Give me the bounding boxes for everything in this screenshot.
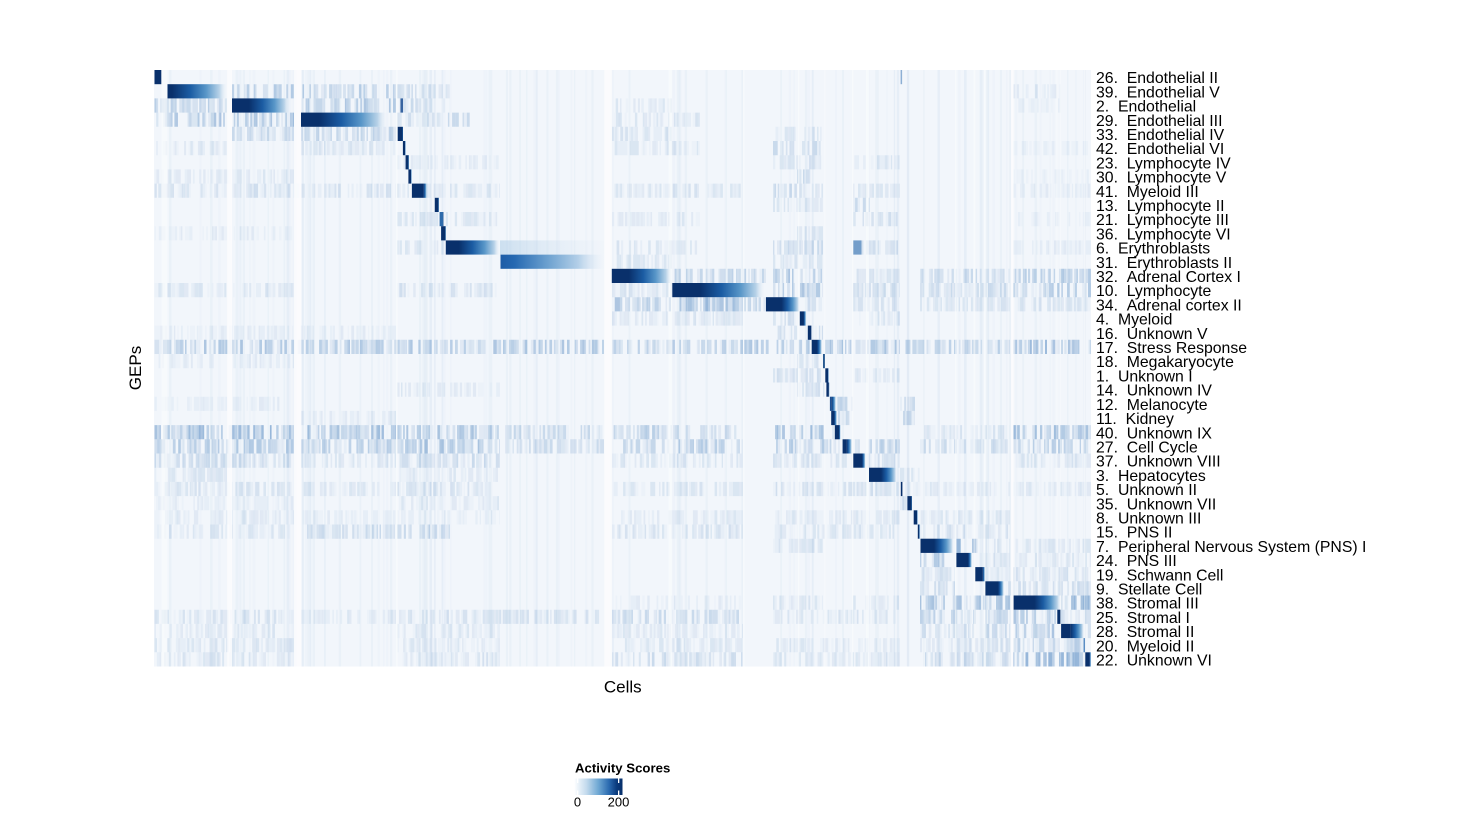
- svg-text:8. Unknown III: 8. Unknown III: [1096, 511, 1201, 528]
- svg-text:6. Erythroblasts: 6. Erythroblasts: [1096, 241, 1210, 258]
- svg-text:0: 0: [574, 795, 581, 810]
- svg-text:12. Melanocyte: 12. Melanocyte: [1096, 397, 1208, 414]
- svg-text:Cells: Cells: [604, 678, 642, 697]
- svg-text:4. Myeloid: 4. Myeloid: [1096, 312, 1172, 329]
- svg-text:30. Lymphocyte V: 30. Lymphocyte V: [1096, 170, 1227, 187]
- svg-text:24. PNS III: 24. PNS III: [1096, 553, 1177, 570]
- svg-text:1. Unknown I: 1. Unknown I: [1096, 369, 1193, 386]
- svg-text:39. Endothelial V: 39. Endothelial V: [1096, 84, 1220, 101]
- svg-text:200: 200: [608, 795, 630, 810]
- svg-text:29. Endothelial III: 29. Endothelial III: [1096, 113, 1222, 130]
- svg-text:9. Stellate Cell: 9. Stellate Cell: [1096, 582, 1202, 599]
- svg-text:35. Unknown VII: 35. Unknown VII: [1096, 496, 1216, 513]
- svg-text:38. Stromal III: 38. Stromal III: [1096, 596, 1199, 613]
- svg-text:25. Stromal I: 25. Stromal I: [1096, 610, 1190, 627]
- svg-text:13. Lymphocyte II: 13. Lymphocyte II: [1096, 198, 1225, 215]
- svg-text:33. Endothelial IV: 33. Endothelial IV: [1096, 127, 1225, 144]
- svg-text:15. PNS II: 15. PNS II: [1096, 525, 1172, 542]
- svg-text:36. Lymphocyte VI: 36. Lymphocyte VI: [1096, 226, 1231, 243]
- svg-text:26. Endothelial II: 26. Endothelial II: [1096, 70, 1218, 87]
- svg-text:27. Cell Cycle: 27. Cell Cycle: [1096, 440, 1198, 457]
- svg-text:17. Stress Response: 17. Stress Response: [1096, 340, 1247, 357]
- svg-text:19. Schwann Cell: 19. Schwann Cell: [1096, 567, 1223, 584]
- svg-text:28. Stromal II: 28. Stromal II: [1096, 624, 1194, 641]
- svg-text:34. Adrenal cortex II: 34. Adrenal cortex II: [1096, 297, 1242, 314]
- svg-text:10. Lymphocyte: 10. Lymphocyte: [1096, 283, 1212, 300]
- svg-text:20. Myeloid II: 20. Myeloid II: [1096, 638, 1194, 655]
- svg-text:16. Unknown V: 16. Unknown V: [1096, 326, 1208, 343]
- svg-text:41. Myeloid III: 41. Myeloid III: [1096, 184, 1199, 201]
- svg-text:40. Unknown IX: 40. Unknown IX: [1096, 425, 1212, 442]
- svg-text:5. Unknown II: 5. Unknown II: [1096, 482, 1197, 499]
- svg-text:31. Erythroblasts II: 31. Erythroblasts II: [1096, 255, 1232, 272]
- svg-text:32. Adrenal Cortex I: 32. Adrenal Cortex I: [1096, 269, 1241, 286]
- svg-text:42. Endothelial VI: 42. Endothelial VI: [1096, 141, 1224, 158]
- svg-text:18. Megakaryocyte: 18. Megakaryocyte: [1096, 354, 1234, 371]
- svg-text:3. Hepatocytes: 3. Hepatocytes: [1096, 468, 1206, 485]
- svg-text:11. Kidney: 11. Kidney: [1096, 411, 1174, 428]
- svg-text:7. Peripheral Nervous System: 7. Peripheral Nervous System (PNS) I: [1096, 539, 1366, 556]
- svg-text:23. Lymphocyte IV: 23. Lymphocyte IV: [1096, 155, 1231, 172]
- svg-text:GEPs: GEPs: [126, 346, 145, 390]
- svg-text:2. Endothelial: 2. Endothelial: [1096, 99, 1196, 116]
- svg-text:14. Unknown IV: 14. Unknown IV: [1096, 383, 1212, 400]
- svg-text:21. Lymphocyte III: 21. Lymphocyte III: [1096, 212, 1229, 229]
- svg-text:22. Unknown VI: 22. Unknown VI: [1096, 653, 1212, 670]
- svg-text:Activity Scores: Activity Scores: [575, 761, 670, 776]
- svg-text:37. Unknown VIII: 37. Unknown VIII: [1096, 454, 1221, 471]
